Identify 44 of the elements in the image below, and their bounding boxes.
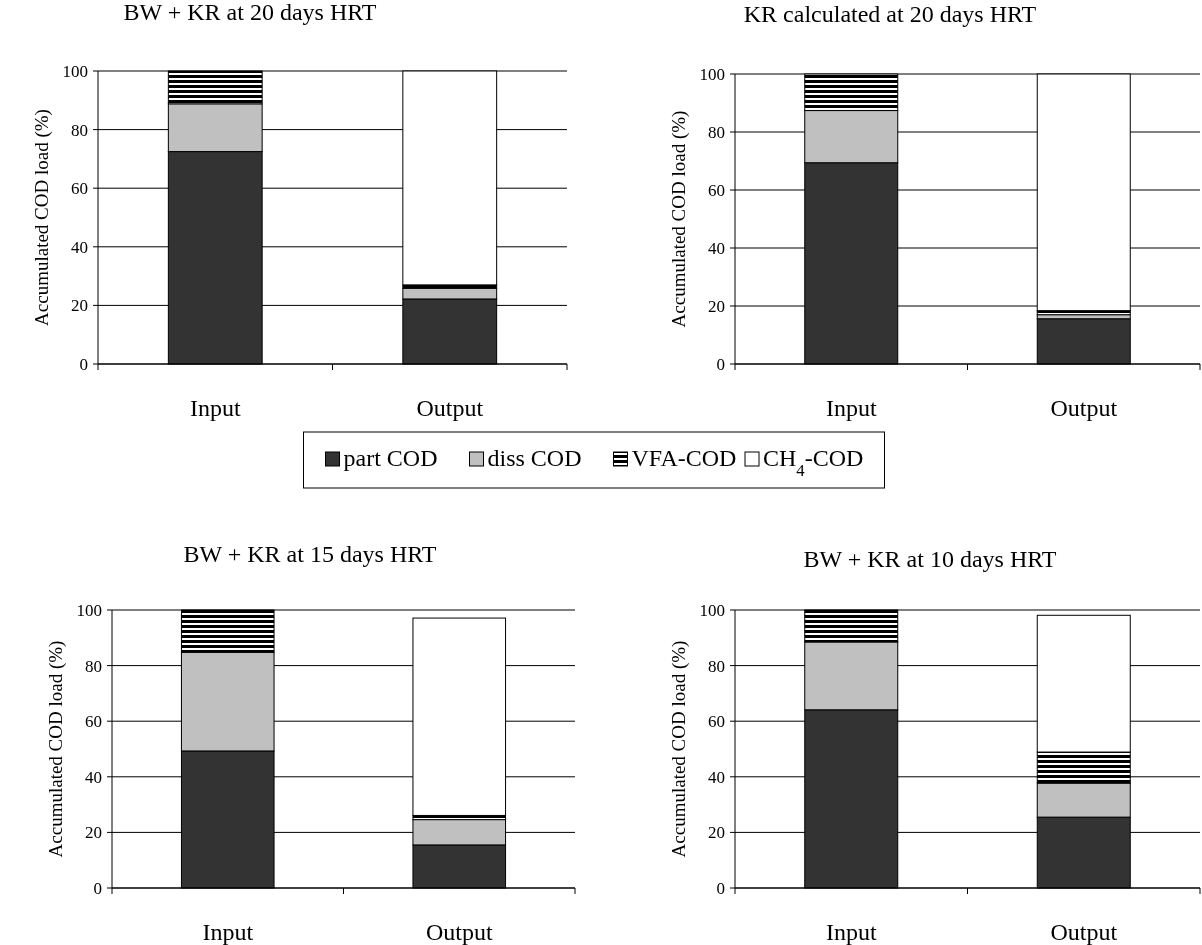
chart-title: KR calculated at 20 days HRT — [743, 1, 1037, 27]
chart-title: BW + KR at 20 days HRT — [123, 0, 377, 25]
y-tick-label: 80 — [708, 122, 725, 142]
y-tick-label: 0 — [716, 878, 725, 898]
x-tick-label: Output — [425, 919, 493, 945]
chart-title: BW + KR at 15 days HRT — [183, 541, 437, 567]
y-tick-label: 0 — [716, 354, 725, 374]
y-tick-label: 40 — [708, 238, 725, 258]
y-tick-label: 60 — [708, 180, 725, 200]
y-tick-label: 60 — [71, 179, 88, 199]
y-axis-title: Accumulated COD load (%) — [668, 110, 690, 328]
y-tick-label: 20 — [71, 296, 88, 316]
y-axis-title: Accumulated COD load (%) — [668, 640, 690, 858]
y-tick-label: 100 — [699, 64, 725, 84]
x-tick-label: Input — [825, 919, 877, 945]
y-tick-label: 100 — [699, 600, 725, 620]
legend-label: VFA-COD — [631, 445, 737, 471]
y-tick-label: 100 — [62, 61, 88, 81]
legend-label: part COD — [343, 445, 438, 471]
x-tick-label: Input — [189, 395, 241, 421]
legend-label: diss COD — [487, 445, 582, 471]
y-tick-label: 80 — [71, 120, 88, 140]
y-tick-label: 60 — [708, 712, 725, 732]
x-tick-label: Input — [202, 919, 254, 945]
x-tick-label: Output — [1050, 919, 1118, 945]
chart-title: BW + KR at 10 days HRT — [803, 546, 1057, 572]
y-tick-label: 60 — [85, 712, 102, 732]
x-tick-label: Input — [825, 395, 877, 421]
y-tick-label: 20 — [708, 296, 725, 316]
y-axis-title: Accumulated COD load (%) — [45, 640, 67, 858]
x-tick-label: Output — [416, 395, 484, 421]
y-tick-label: 40 — [85, 767, 102, 787]
y-tick-label: 40 — [708, 767, 725, 787]
y-tick-label: 100 — [76, 600, 102, 620]
y-axis-title: Accumulated COD load (%) — [31, 109, 53, 326]
y-tick-label: 0 — [93, 878, 102, 898]
y-tick-label: 80 — [85, 656, 102, 676]
y-tick-label: 20 — [708, 823, 725, 843]
y-tick-label: 40 — [71, 237, 88, 257]
x-tick-label: Output — [1050, 395, 1118, 421]
y-tick-label: 20 — [85, 823, 102, 843]
legend-label: CH$_{4}$-COD — [763, 445, 864, 480]
y-tick-label: 0 — [79, 354, 88, 374]
y-tick-label: 80 — [708, 656, 725, 676]
